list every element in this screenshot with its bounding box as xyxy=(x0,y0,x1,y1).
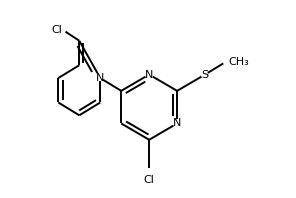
Text: N: N xyxy=(145,69,153,80)
Text: Cl: Cl xyxy=(52,25,62,35)
Text: N: N xyxy=(173,118,181,129)
Text: S: S xyxy=(202,69,209,80)
Text: N: N xyxy=(96,73,104,83)
Text: Cl: Cl xyxy=(144,175,155,185)
Text: CH₃: CH₃ xyxy=(228,57,249,67)
